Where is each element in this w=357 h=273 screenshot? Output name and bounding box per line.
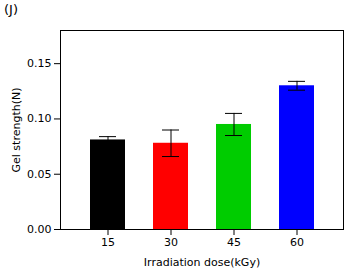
svg-text:Irradiation dose(kGy): Irradiation dose(kGy) <box>144 256 260 269</box>
svg-text:45: 45 <box>227 236 241 249</box>
svg-text:15: 15 <box>101 236 115 249</box>
svg-text:0.00: 0.00 <box>27 223 52 236</box>
svg-text:0.10: 0.10 <box>27 112 52 125</box>
svg-text:30: 30 <box>164 236 178 249</box>
html-text:(J): (J) <box>4 2 18 17</box>
svg-text:60: 60 <box>290 236 304 249</box>
svg-text:0.15: 0.15 <box>27 57 52 70</box>
svg-text:0.05: 0.05 <box>27 168 52 181</box>
svg-text:Gel strength(N): Gel strength(N) <box>10 88 23 173</box>
